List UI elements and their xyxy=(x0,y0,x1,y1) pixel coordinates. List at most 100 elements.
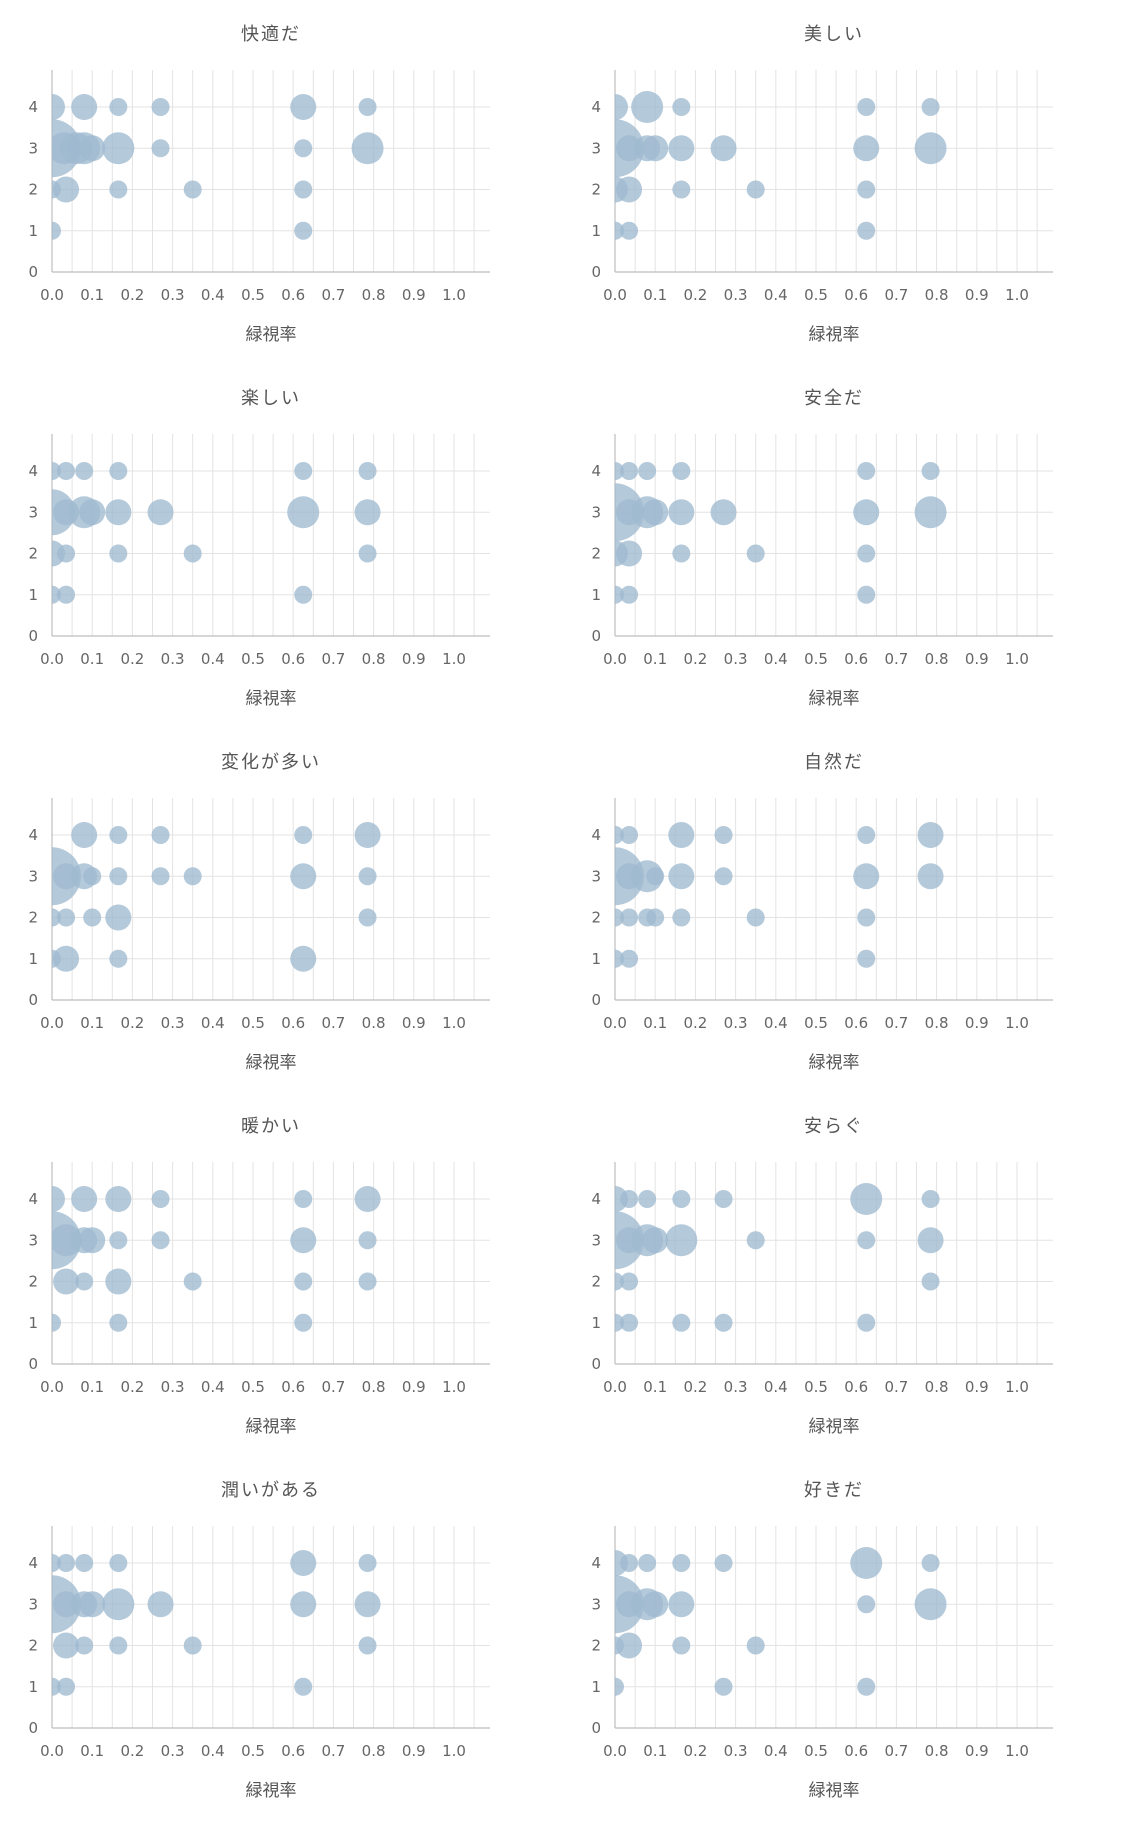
bubble-point xyxy=(53,863,80,890)
bubble-point xyxy=(290,94,317,120)
y-tick-label: 0 xyxy=(28,627,38,645)
x-tick-label: 0.9 xyxy=(965,1014,989,1032)
x-tick-label: 0.1 xyxy=(80,286,104,304)
bubble-point xyxy=(714,826,733,844)
x-tick-label: 0.8 xyxy=(362,1742,386,1760)
x-tick-label: 0.1 xyxy=(643,1742,667,1760)
bubble-point xyxy=(746,180,765,199)
bubble-point xyxy=(917,863,944,890)
x-tick-label: 0.8 xyxy=(362,650,386,668)
bubble-point xyxy=(151,826,170,844)
bubble-point xyxy=(354,822,381,848)
x-tick-label: 0.4 xyxy=(201,1742,225,1760)
y-tick-label: 1 xyxy=(28,586,38,604)
x-tick-label: 1.0 xyxy=(442,1378,466,1396)
scatter-plot: 0 1 2 3 4 0.0 0.1 0.2 0.3 0.4 0.5 0.6 0.7 0.8 0.9 1.0 xyxy=(28,798,490,1032)
bubble-point xyxy=(183,1636,202,1655)
x-tick-label: 0.0 xyxy=(40,286,64,304)
bubble-point xyxy=(638,1190,657,1208)
bubble-point xyxy=(857,221,876,240)
x-tick-label: 0.8 xyxy=(925,650,949,668)
x-tick-label: 0.4 xyxy=(764,1378,788,1396)
bubble-point xyxy=(71,94,98,120)
bubble-point xyxy=(290,863,317,890)
x-axis-label: 緑視率 xyxy=(245,1053,297,1073)
bubble-point xyxy=(151,1231,170,1250)
x-tick-label: 0.4 xyxy=(201,650,225,668)
bubble-point xyxy=(857,1231,876,1250)
x-tick-label: 0.4 xyxy=(764,286,788,304)
bubble-point xyxy=(620,949,639,968)
bubble-point xyxy=(183,544,202,563)
bubble-point xyxy=(668,135,695,162)
x-tick-label: 0.8 xyxy=(925,1014,949,1032)
x-tick-label: 0.6 xyxy=(281,1378,305,1396)
y-tick-label: 3 xyxy=(591,867,601,885)
bubble-point xyxy=(857,826,876,844)
y-tick-label: 2 xyxy=(591,1637,601,1655)
bubble-point xyxy=(620,221,639,240)
bubble-point xyxy=(665,1224,698,1257)
bubble-point xyxy=(672,908,691,927)
bubble-point xyxy=(672,98,691,116)
bubble-point xyxy=(615,1677,624,1696)
y-tick-label: 1 xyxy=(591,222,601,240)
x-tick-label: 0.9 xyxy=(402,650,426,668)
x-tick-label: 0.7 xyxy=(884,1742,908,1760)
y-tick-label: 2 xyxy=(28,909,38,927)
chart-panel: 0 1 2 3 4 0.0 0.1 0.2 0.3 0.4 0.5 0.6 0.7 0.8 0.9 1.0 快適… xyxy=(0,0,563,364)
bubble-point xyxy=(714,1313,733,1332)
bubble-point xyxy=(672,462,691,480)
x-axis-label: 緑視率 xyxy=(808,1417,860,1437)
x-tick-label: 0.7 xyxy=(321,1378,345,1396)
bubble-point xyxy=(672,544,691,563)
bubble-point xyxy=(358,1554,377,1572)
x-tick-label: 1.0 xyxy=(1005,1378,1029,1396)
bubble-point xyxy=(642,1227,669,1254)
bubble-point xyxy=(921,462,940,480)
bubble-point xyxy=(857,462,876,480)
y-tick-label: 4 xyxy=(28,1190,38,1208)
bubble-point xyxy=(857,949,876,968)
bubble-point xyxy=(109,1313,128,1332)
chart-title: 自然だ xyxy=(804,752,864,773)
x-tick-label: 0.2 xyxy=(683,1742,707,1760)
y-tick-label: 0 xyxy=(591,627,601,645)
x-tick-label: 1.0 xyxy=(1005,650,1029,668)
bubble-point xyxy=(620,908,639,927)
x-tick-label: 0.7 xyxy=(321,286,345,304)
x-tick-label: 0.6 xyxy=(281,286,305,304)
bubble-point xyxy=(105,904,132,931)
x-tick-label: 0.6 xyxy=(844,1742,868,1760)
x-tick-label: 0.7 xyxy=(321,1742,345,1760)
bubble-point xyxy=(57,462,76,480)
bubble-point xyxy=(287,496,320,529)
bubble-point xyxy=(857,180,876,199)
chart-panel: 0 1 2 3 4 0.0 0.1 0.2 0.3 0.4 0.5 0.6 0.7 0.8 0.9 1.0 安全… xyxy=(563,364,1126,728)
y-tick-label: 4 xyxy=(591,462,601,480)
bubble-point xyxy=(914,1588,947,1621)
x-tick-label: 0.0 xyxy=(603,1378,627,1396)
x-tick-label: 0.5 xyxy=(804,1378,828,1396)
bubble-point xyxy=(290,945,317,972)
x-tick-label: 0.3 xyxy=(724,1742,748,1760)
bubble-point xyxy=(79,135,106,162)
bubble-point xyxy=(109,1554,128,1572)
bubble-point xyxy=(620,826,639,844)
bubble-point xyxy=(183,867,202,886)
chart-panel: 0 1 2 3 4 0.0 0.1 0.2 0.3 0.4 0.5 0.6 0.7 0.8 0.9 1.0 潤い… xyxy=(0,1456,563,1820)
x-tick-label: 0.2 xyxy=(120,1742,144,1760)
bubble-point xyxy=(53,1268,80,1295)
y-tick-label: 0 xyxy=(591,1355,601,1373)
bubble-point xyxy=(620,585,639,604)
x-tick-label: 0.6 xyxy=(844,650,868,668)
bubble-point xyxy=(354,499,381,526)
x-tick-label: 0.7 xyxy=(321,1014,345,1032)
bubble-point xyxy=(151,867,170,886)
bubble-point xyxy=(672,180,691,199)
bubble-layer xyxy=(615,1547,947,1696)
bubble-point xyxy=(294,1313,313,1332)
x-tick-label: 0.5 xyxy=(804,1742,828,1760)
bubble-point xyxy=(294,1190,313,1208)
bubble-point xyxy=(75,1272,94,1291)
